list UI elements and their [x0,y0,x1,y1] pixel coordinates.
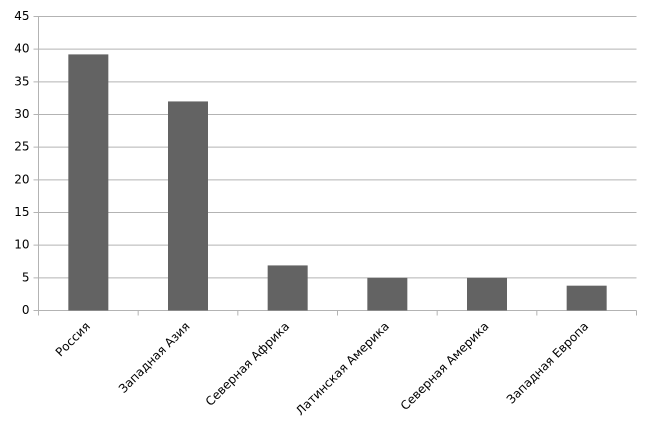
y-tick-label: 30 [14,107,29,121]
y-tick-label: 5 [22,270,30,284]
bar [68,54,109,311]
x-tick-label: Западная Азия [116,319,193,396]
y-tick-label: 15 [14,205,29,219]
bar [267,265,308,311]
y-tick-label: 20 [14,172,29,186]
y-tick-label: 0 [22,303,30,317]
y-tick-label: 10 [14,238,29,252]
bar [168,101,208,311]
x-tick-label: Северная Америка [398,319,492,413]
x-tick-label: Западная Европа [504,319,591,406]
x-tick-label: Россия [53,319,93,359]
y-tick-label: 40 [14,42,29,56]
bar [367,277,408,311]
bar [467,277,507,311]
x-tick-label: Северная Африка [203,319,292,408]
y-tick-label: 35 [14,74,29,88]
y-tick-label: 45 [14,9,29,23]
bar [566,285,607,311]
x-tick-label: Латинская Америка [293,319,392,418]
y-tick-label: 25 [14,140,29,154]
